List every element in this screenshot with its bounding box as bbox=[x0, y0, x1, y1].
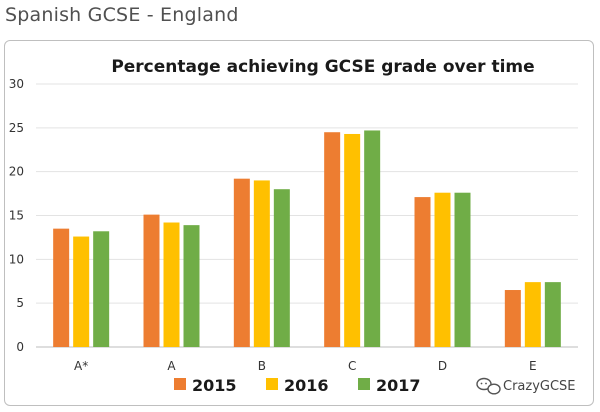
legend: 2015 2016 2017 bbox=[174, 376, 421, 395]
bar-2016-D bbox=[434, 192, 451, 347]
x-tick-label: A* bbox=[74, 359, 88, 373]
bar-2016-E bbox=[524, 282, 541, 347]
y-tick-label: 20 bbox=[9, 165, 24, 179]
y-tick-label: 0 bbox=[16, 340, 24, 354]
legend-label: 2015 bbox=[192, 376, 237, 395]
legend-swatch-2015 bbox=[174, 378, 186, 390]
y-tick-label: 10 bbox=[9, 252, 24, 266]
legend-label: 2016 bbox=[284, 376, 329, 395]
bar-2015-E bbox=[504, 290, 521, 347]
y-tick-label: 15 bbox=[9, 209, 24, 223]
bar-2017-E bbox=[544, 282, 561, 347]
bar-2016-C bbox=[344, 133, 361, 347]
bar-2015-B bbox=[233, 178, 250, 347]
x-tick-label: B bbox=[258, 359, 266, 373]
page-heading: Spanish GCSE - England bbox=[5, 4, 239, 26]
y-tick-label: 30 bbox=[9, 77, 24, 91]
bar-2017-D bbox=[454, 192, 471, 347]
bar-2016-A bbox=[163, 222, 180, 347]
gridlines bbox=[36, 83, 578, 348]
y-tick-label: 25 bbox=[9, 121, 24, 135]
legend-label: 2017 bbox=[376, 376, 421, 395]
legend-swatch-2016 bbox=[266, 378, 278, 390]
legend-swatch-2017 bbox=[358, 378, 370, 390]
bar-2015-D bbox=[414, 197, 431, 347]
watermark: CrazyGCSE bbox=[476, 377, 576, 395]
bars bbox=[53, 130, 561, 347]
chat-bubbles-icon bbox=[476, 377, 501, 395]
y-axis: 0 5 10 15 20 25 30 bbox=[9, 77, 24, 354]
bar-2017-C bbox=[364, 130, 381, 347]
x-tick-label: C bbox=[348, 359, 356, 373]
bar-2017-A* bbox=[93, 231, 110, 347]
x-tick-label: A bbox=[167, 359, 176, 373]
bar-2016-A* bbox=[73, 236, 90, 347]
bar-2016-B bbox=[253, 180, 270, 347]
bar-2017-A bbox=[183, 225, 200, 347]
chart-title: Percentage achieving GCSE grade over tim… bbox=[111, 57, 534, 77]
x-tick-label: D bbox=[438, 359, 447, 373]
bar-2017-B bbox=[273, 189, 290, 347]
bar-2015-A* bbox=[53, 228, 70, 347]
x-tick-label: E bbox=[529, 359, 537, 373]
x-axis: A* A B C D E bbox=[74, 359, 537, 373]
bar-2015-C bbox=[324, 132, 341, 347]
bar-2015-A bbox=[143, 214, 160, 347]
y-tick-label: 5 bbox=[16, 296, 24, 310]
watermark-text: CrazyGCSE bbox=[503, 379, 576, 394]
